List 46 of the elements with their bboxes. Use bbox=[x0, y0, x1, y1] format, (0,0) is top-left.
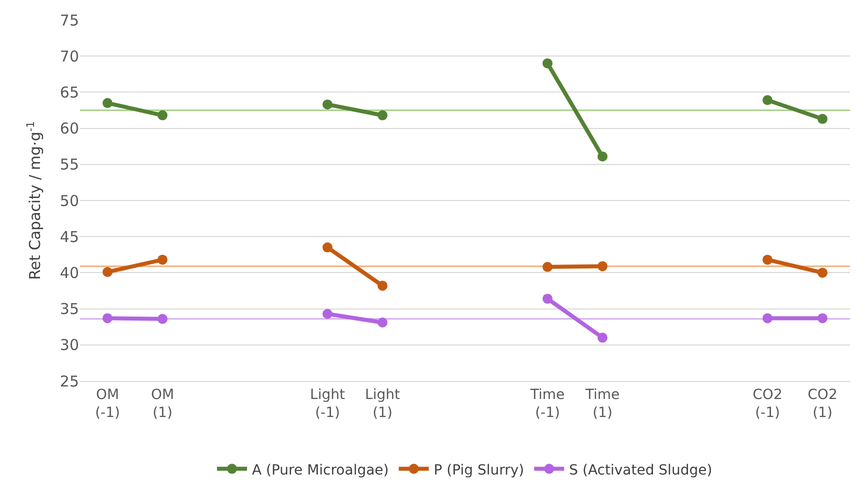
point bbox=[158, 110, 168, 120]
x-tick-label: Light (1) bbox=[365, 386, 400, 421]
y-tick-label: 30 bbox=[60, 336, 79, 354]
y-tick-label: 40 bbox=[60, 264, 79, 282]
x-tick-label: OM (-1) bbox=[95, 386, 120, 421]
y-tick-label: 75 bbox=[60, 11, 79, 30]
point bbox=[542, 262, 552, 272]
point bbox=[158, 254, 168, 265]
legend-label: S (Activated Sludge) bbox=[569, 462, 712, 478]
point bbox=[322, 242, 332, 252]
point bbox=[762, 95, 772, 106]
point bbox=[322, 99, 332, 110]
y-tick-label: 60 bbox=[60, 120, 79, 138]
point bbox=[598, 332, 608, 343]
point bbox=[378, 318, 388, 328]
point bbox=[818, 313, 828, 324]
y-tick-label: 35 bbox=[60, 300, 79, 318]
point bbox=[322, 308, 332, 319]
x-tick-label: Time (-1) bbox=[529, 386, 565, 421]
x-tick-label: Time (1) bbox=[584, 386, 620, 421]
point bbox=[378, 280, 388, 291]
point bbox=[102, 313, 112, 324]
y-tick-label: 65 bbox=[60, 83, 79, 102]
y-tick-label: 25 bbox=[60, 372, 79, 390]
point bbox=[818, 268, 828, 278]
point bbox=[378, 110, 388, 120]
point bbox=[542, 294, 552, 304]
y-tick-label: 70 bbox=[60, 47, 79, 66]
point bbox=[762, 313, 772, 324]
point bbox=[818, 114, 828, 124]
point bbox=[542, 58, 552, 68]
y-tick-label: 50 bbox=[60, 192, 79, 210]
point bbox=[158, 314, 168, 324]
x-tick-label: CO2 (1) bbox=[808, 386, 838, 421]
point bbox=[598, 261, 608, 272]
point bbox=[762, 254, 772, 265]
y-tick-label: 45 bbox=[60, 228, 79, 246]
point bbox=[102, 266, 112, 277]
x-tick-label: Light (-1) bbox=[310, 386, 346, 421]
x-tick-label: CO2 (-1) bbox=[752, 386, 782, 421]
point bbox=[102, 98, 112, 108]
legend-label: A (Pure Microalgae) bbox=[252, 462, 389, 478]
y-tick-label: 55 bbox=[60, 156, 79, 174]
legend-label: P (Pig Slurry) bbox=[434, 462, 524, 478]
x-tick-label: OM (1) bbox=[150, 386, 174, 421]
point bbox=[598, 151, 608, 162]
